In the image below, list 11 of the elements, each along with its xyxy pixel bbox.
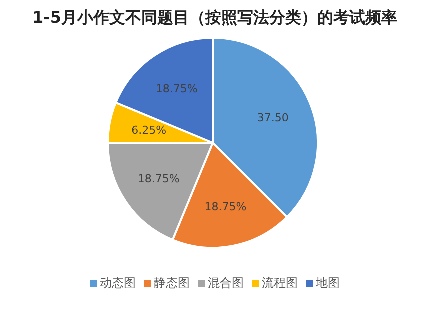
data-label: 18.75% bbox=[204, 200, 247, 214]
data-label: 37.50 bbox=[257, 112, 289, 125]
legend-label: 动态图 bbox=[99, 275, 136, 292]
legend-label: 静态图 bbox=[153, 275, 190, 292]
legend-label: 混合图 bbox=[207, 275, 244, 292]
data-label: 18.75% bbox=[138, 172, 180, 186]
legend-label: 地图 bbox=[315, 275, 340, 292]
data-label: 6.25% bbox=[132, 124, 167, 137]
chart-title: 1-5月小作文不同题目（按照写法分类）的考试频率 bbox=[32, 8, 398, 29]
legend-label: 流程图 bbox=[261, 275, 298, 292]
data-label: 18.75% bbox=[156, 82, 198, 96]
